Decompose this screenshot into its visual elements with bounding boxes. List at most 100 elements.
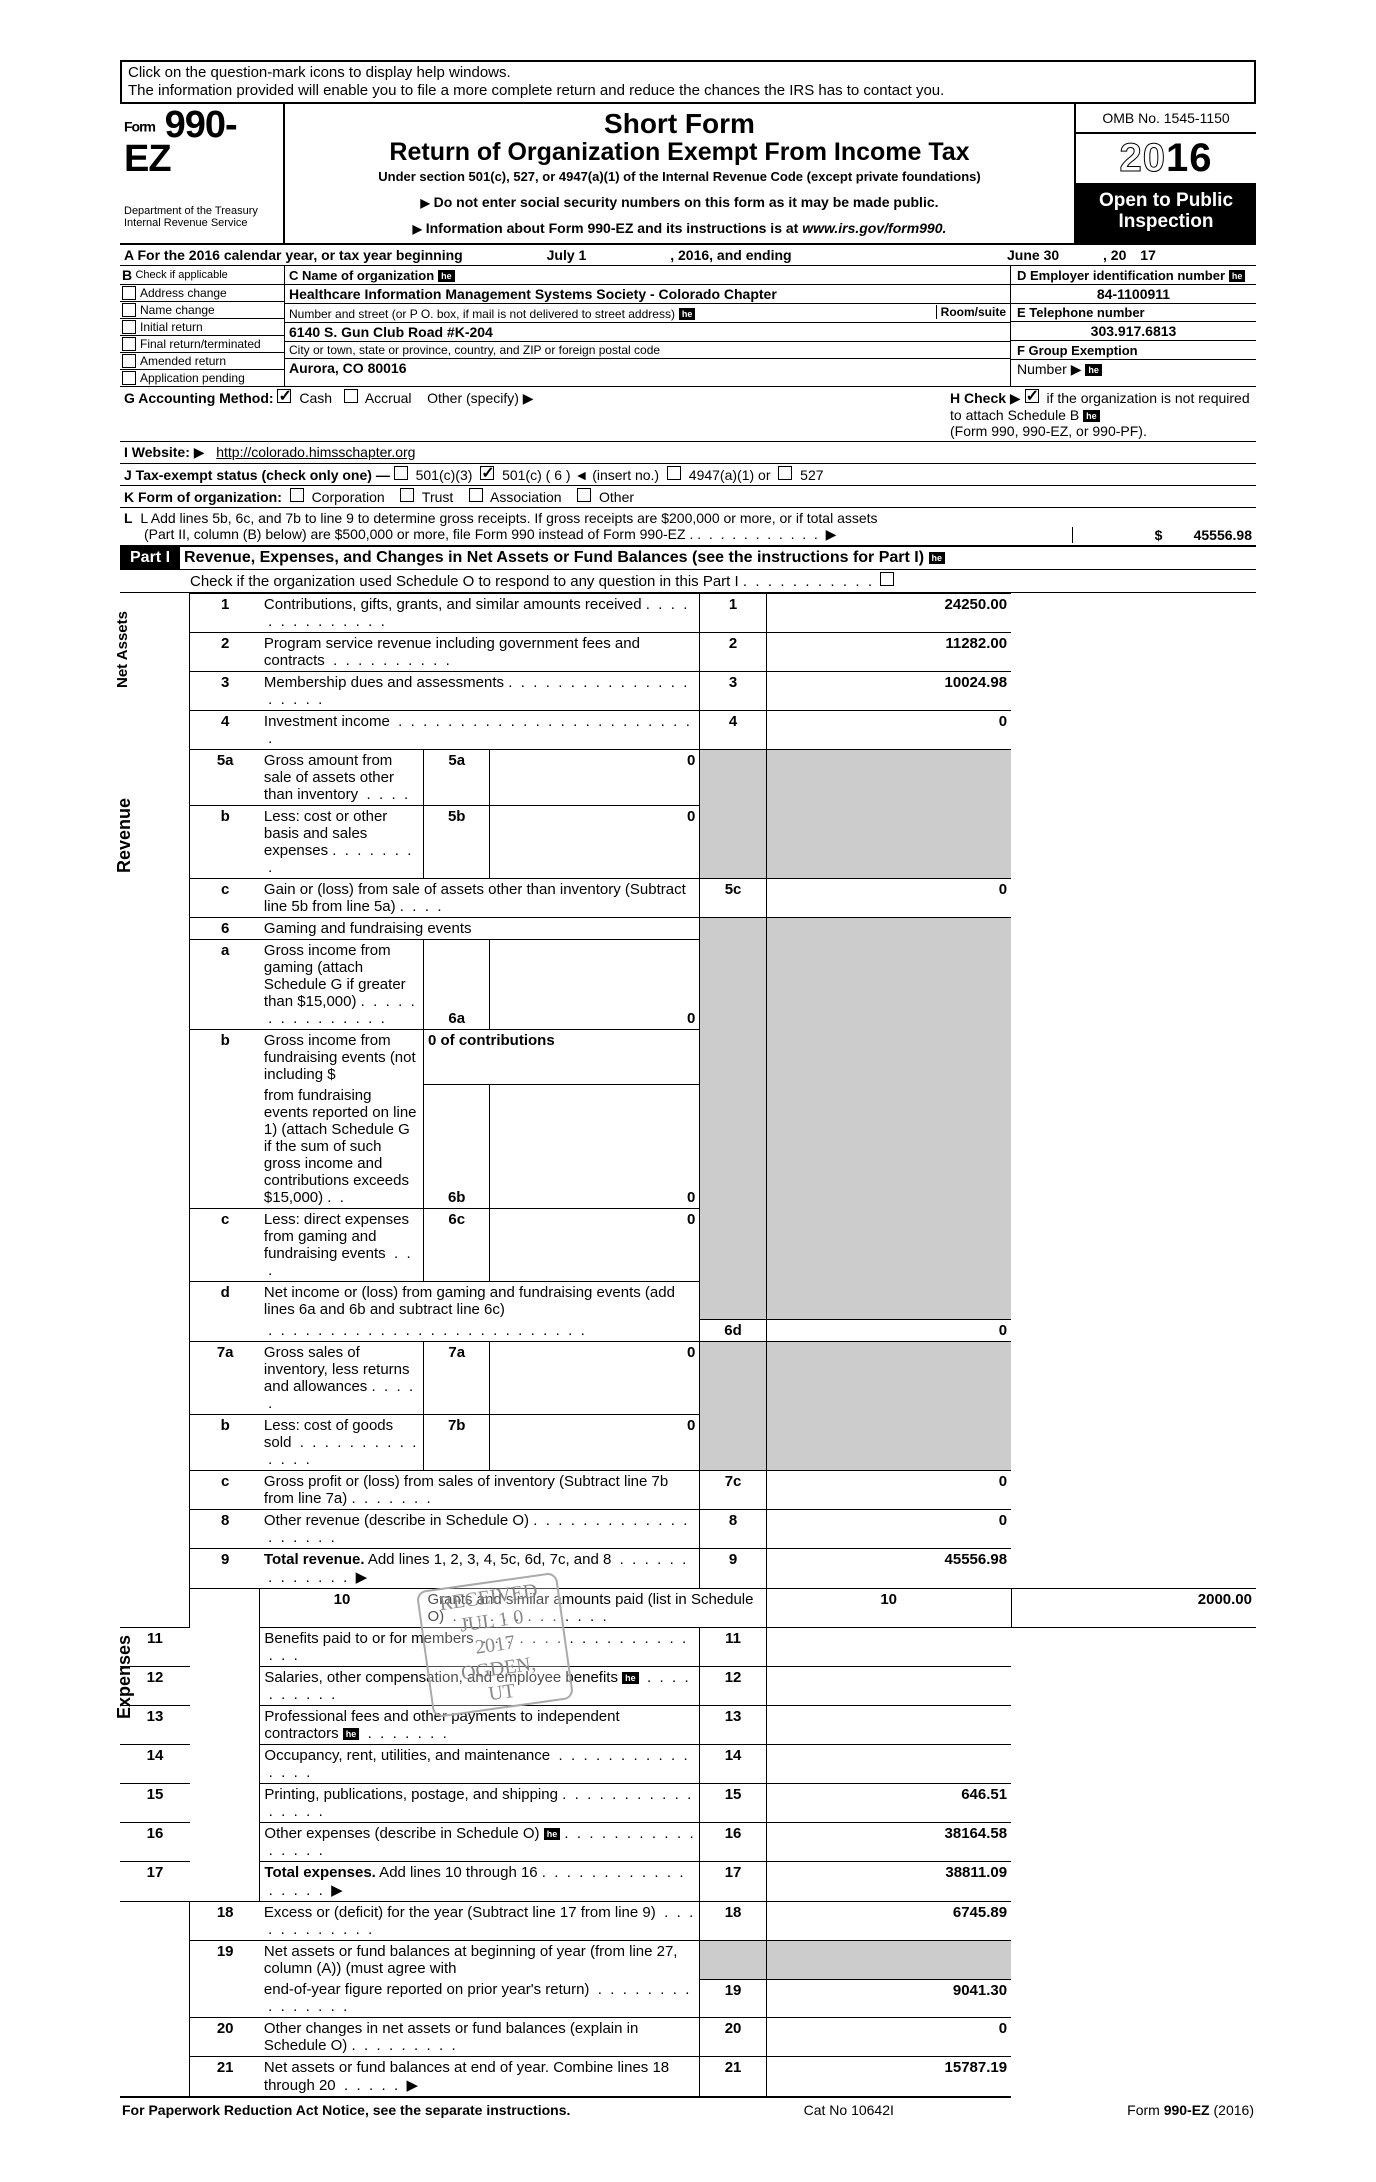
instruction-1: ▶ Do not enter social security numbers o… xyxy=(293,194,1066,210)
dept-irs: Internal Revenue Service xyxy=(124,218,279,230)
e-label: E Telephone number xyxy=(1011,304,1256,322)
line-7c: cGross profit or (loss) from sales of in… xyxy=(120,1471,1256,1510)
row-g-accounting: G Accounting Method: Cash Accrual Other … xyxy=(120,387,1256,442)
form-prefix: Form xyxy=(124,119,155,135)
room-suite-label: Room/suite xyxy=(936,305,1006,319)
line-1: Revenue 1Contributions, gifts, grants, a… xyxy=(120,593,1256,632)
row-j-status: J Tax-exempt status (check only one) — 5… xyxy=(120,464,1256,486)
line-14: 14Occupancy, rent, utilities, and mainte… xyxy=(120,1745,1256,1784)
side-revenue: Revenue xyxy=(114,798,135,873)
line-9: 9Total revenue. Add lines 1, 2, 3, 4, 5c… xyxy=(120,1549,1256,1589)
org-city: Aurora, CO 80016 xyxy=(285,359,1010,377)
city-label: City or town, state or province, country… xyxy=(285,342,1010,359)
c-label: C Name of organization xyxy=(289,268,434,283)
line-5a: 5aGross amount from sale of assets other… xyxy=(120,749,1256,805)
part1-sub: Check if the organization used Schedule … xyxy=(120,570,1256,593)
line-18: Net Assets 18Excess or (deficit) for the… xyxy=(120,1902,1256,1941)
line-19-top: 19Net assets or fund balances at beginni… xyxy=(120,1941,1256,1980)
row-l-gross: L L Add lines 5b, 6c, and 7b to line 9 t… xyxy=(120,508,1256,547)
line-6b: from fundraising events reported on line… xyxy=(120,1085,1256,1209)
row-a-tax-year: A For the 2016 calendar year, or tax yea… xyxy=(120,245,1256,266)
check-501c[interactable] xyxy=(480,466,494,480)
side-netassets: Net Assets xyxy=(114,611,131,688)
dept-block: Department of the Treasury Internal Reve… xyxy=(124,206,279,229)
line-6d: . . . . . . . . . . . . . . . . . . . . … xyxy=(120,1320,1256,1342)
check-initial-return[interactable] xyxy=(122,320,136,334)
side-expenses: Expenses xyxy=(114,1635,135,1719)
gross-receipts: 45556.98 xyxy=(1194,527,1252,543)
form-990ez-text: 990-EZ xyxy=(124,104,237,180)
part1-label: Part I xyxy=(120,547,180,569)
ein: 84-1100911 xyxy=(1011,285,1256,304)
line-3: 3Membership dues and assessments . . . .… xyxy=(120,671,1256,710)
check-corp[interactable] xyxy=(290,488,304,502)
line-6b-top: bGross income from fundraising events (n… xyxy=(120,1029,1256,1085)
check-4947[interactable] xyxy=(667,466,681,480)
help-line2: The information provided will enable you… xyxy=(128,82,1248,100)
help-icon[interactable]: he xyxy=(622,1672,639,1684)
line-16: 16Other expenses (describe in Schedule O… xyxy=(120,1823,1256,1862)
open-public: Open to Public Inspection xyxy=(1076,185,1256,243)
form-header: Form 990-EZ Department of the Treasury I… xyxy=(120,104,1256,245)
help-icon[interactable]: he xyxy=(1083,410,1100,422)
help-icon[interactable]: he xyxy=(1085,364,1102,376)
line-20: 20Other changes in net assets or fund ba… xyxy=(120,2018,1256,2057)
help-icon[interactable]: he xyxy=(343,1728,360,1740)
footer: For Paperwork Reduction Act Notice, see … xyxy=(120,2098,1256,2122)
help-box: Click on the question-mark icons to disp… xyxy=(120,60,1256,104)
line-4: 4Investment income . . . . . . . . . . .… xyxy=(120,710,1256,749)
line-8: 8Other revenue (describe in Schedule O) … xyxy=(120,1510,1256,1549)
row-i-website: I Website: ▶ http://colorado.himsschapte… xyxy=(120,442,1256,464)
line-6a: aGross income from gaming (attach Schedu… xyxy=(120,939,1256,1029)
section-identity: B Check if applicable Address change Nam… xyxy=(120,266,1256,387)
phone: 303.917.6813 xyxy=(1011,322,1256,341)
instruction-2: ▶ Information about Form 990-EZ and its … xyxy=(293,220,1066,236)
help-icon[interactable]: he xyxy=(438,270,455,282)
help-icon[interactable]: he xyxy=(929,552,946,564)
check-h[interactable] xyxy=(1025,389,1039,403)
f-label: F Group Exemption xyxy=(1017,343,1138,358)
line-6d-top: dNet income or (loss) from gaming and fu… xyxy=(120,1281,1256,1320)
omb-number: OMB No. 1545-1150 xyxy=(1076,104,1256,134)
check-final-return[interactable] xyxy=(122,337,136,351)
row-k-org-form: K Form of organization: Corporation Trus… xyxy=(120,486,1256,508)
footer-left: For Paperwork Reduction Act Notice, see … xyxy=(122,2102,570,2118)
check-schedule-o[interactable] xyxy=(880,572,894,586)
check-accrual[interactable] xyxy=(344,389,358,403)
lines-table: Revenue 1Contributions, gifts, grants, a… xyxy=(120,593,1256,2099)
help-icon[interactable]: he xyxy=(679,308,696,320)
check-assoc[interactable] xyxy=(469,488,483,502)
check-trust[interactable] xyxy=(400,488,414,502)
line-17: 17Total expenses. Add lines 10 through 1… xyxy=(120,1862,1256,1902)
line-10: Expenses 10Grants and similar amounts pa… xyxy=(120,1589,1256,1628)
subtitle: Under section 501(c), 527, or 4947(a)(1)… xyxy=(293,169,1066,184)
line-21: 21Net assets or fund balances at end of … xyxy=(120,2057,1256,2098)
part1-header: Part I Revenue, Expenses, and Changes in… xyxy=(120,547,1256,570)
help-icon[interactable]: he xyxy=(544,1828,561,1840)
line-5c: cGain or (loss) from sale of assets othe… xyxy=(120,878,1256,917)
form-number: Form 990-EZ xyxy=(124,108,279,176)
line-5b: bLess: cost or other basis and sales exp… xyxy=(120,805,1256,878)
check-name-change[interactable] xyxy=(122,303,136,317)
line-6c: cLess: direct expenses from gaming and f… xyxy=(120,1208,1256,1281)
return-title: Return of Organization Exempt From Incom… xyxy=(293,138,1066,167)
check-amended[interactable] xyxy=(122,354,136,368)
line-13: 13Professional fees and other payments t… xyxy=(120,1706,1256,1745)
line-7a: 7aGross sales of inventory, less returns… xyxy=(120,1342,1256,1415)
check-cash[interactable] xyxy=(277,389,291,403)
d-label: D Employer identification number xyxy=(1017,268,1225,283)
check-501c3[interactable] xyxy=(394,466,408,480)
check-address-change[interactable] xyxy=(122,286,136,300)
check-527[interactable] xyxy=(778,466,792,480)
tax-year: 2016 xyxy=(1076,134,1256,185)
check-other[interactable] xyxy=(577,488,591,502)
check-pending[interactable] xyxy=(122,371,136,385)
footer-right: Form 990-EZ (2016) xyxy=(1127,2102,1254,2118)
website-url: http://colorado.himsschapter.org xyxy=(216,444,415,460)
line-15: 15Printing, publications, postage, and s… xyxy=(120,1784,1256,1823)
line-7b: bLess: cost of goods sold . . . . . . . … xyxy=(120,1415,1256,1471)
line-11: 11Benefits paid to or for members . . . … xyxy=(120,1628,1256,1667)
help-icon[interactable]: he xyxy=(1229,270,1246,282)
line-2: 2Program service revenue including gover… xyxy=(120,632,1256,671)
line-19: end-of-year figure reported on prior yea… xyxy=(120,1979,1256,2018)
